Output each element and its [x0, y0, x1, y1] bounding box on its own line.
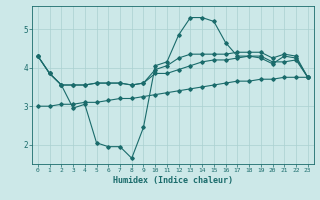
X-axis label: Humidex (Indice chaleur): Humidex (Indice chaleur): [113, 176, 233, 185]
